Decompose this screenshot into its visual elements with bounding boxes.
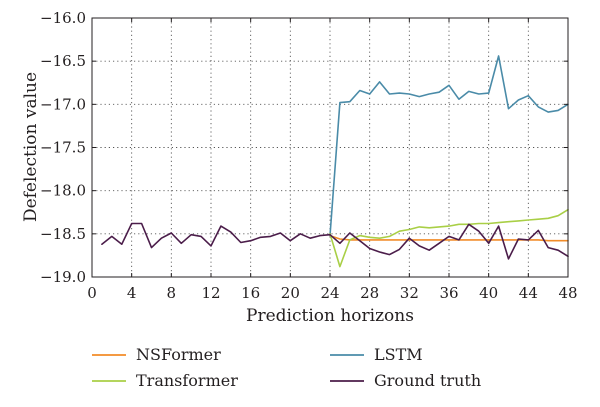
grid (92, 18, 568, 277)
y-axis-tick-labels: −16.0 −16.5 −17.0 −17.5 −18.0 −18.5 −19.0 (40, 9, 86, 286)
x-axis-tick-labels: 0 4 8 12 16 20 24 28 32 36 40 44 48 (87, 284, 577, 302)
legend-label-ground-truth: Ground truth (374, 371, 481, 390)
y-tick-label: −18.0 (40, 182, 86, 200)
x-tick-label: 44 (519, 284, 538, 302)
x-tick-label: 16 (241, 284, 260, 302)
y-tick-label: −18.5 (40, 225, 86, 243)
x-tick-label: 24 (320, 284, 339, 302)
series-line-transformer (329, 208, 569, 268)
legend: NSFormer LSTM Transformer Ground truth (92, 345, 481, 390)
y-tick-label: −17.5 (40, 139, 86, 157)
y-tick-label: −16.5 (40, 52, 86, 70)
x-axis-label: Prediction horizons (246, 306, 414, 326)
x-tick-label: 28 (360, 284, 379, 302)
legend-label-nsformer: NSFormer (136, 345, 221, 364)
x-tick-label: 48 (558, 284, 577, 302)
y-tick-label: −19.0 (40, 268, 86, 286)
x-tick-label: 20 (281, 284, 300, 302)
legend-label-transformer: Transformer (136, 371, 238, 390)
x-tick-label: 8 (167, 284, 177, 302)
x-tick-label: 12 (201, 284, 220, 302)
series-line-lstm (329, 55, 569, 237)
x-tick-label: 0 (87, 284, 97, 302)
series-line-ground-truth (101, 222, 569, 260)
x-tick-label: 36 (439, 284, 458, 302)
tick-marks (91, 17, 569, 278)
y-axis-label: Defelection value (21, 72, 41, 222)
x-tick-label: 40 (479, 284, 498, 302)
legend-label-lstm: LSTM (374, 345, 423, 364)
x-tick-label: 4 (127, 284, 137, 302)
y-tick-label: −17.0 (40, 95, 86, 113)
y-tick-label: −16.0 (40, 9, 86, 27)
x-tick-label: 32 (400, 284, 419, 302)
series-layer (101, 55, 569, 268)
